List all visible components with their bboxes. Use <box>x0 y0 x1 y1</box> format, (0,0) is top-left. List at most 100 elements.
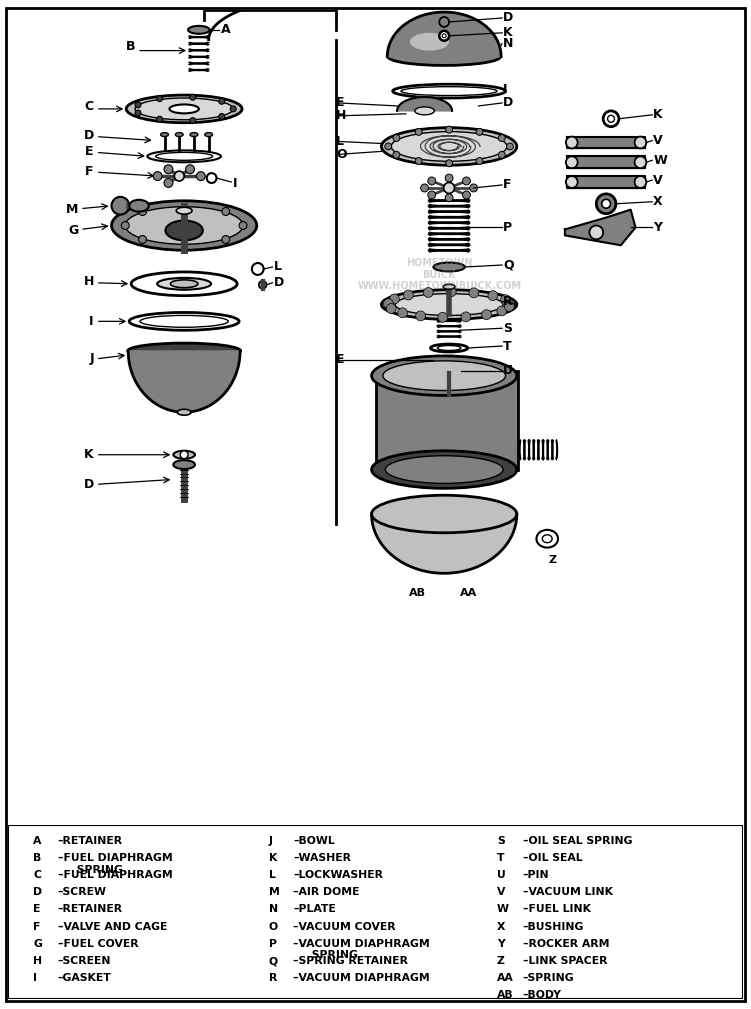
Ellipse shape <box>135 98 234 120</box>
Text: K: K <box>84 448 94 461</box>
Ellipse shape <box>131 272 237 296</box>
Text: D: D <box>273 276 284 290</box>
Text: A: A <box>33 835 41 846</box>
Text: –BUSHING: –BUSHING <box>523 921 584 931</box>
Text: L: L <box>273 259 282 272</box>
Text: –ROCKER ARM: –ROCKER ARM <box>523 938 609 948</box>
Ellipse shape <box>415 107 434 115</box>
Polygon shape <box>567 177 645 188</box>
Ellipse shape <box>165 221 203 240</box>
Text: –BOWL: –BOWL <box>293 835 335 846</box>
Text: F: F <box>33 921 41 931</box>
Ellipse shape <box>635 177 647 188</box>
Ellipse shape <box>112 197 129 215</box>
Ellipse shape <box>635 136 647 148</box>
Text: V: V <box>653 174 663 187</box>
Text: –FUEL COVER: –FUEL COVER <box>58 938 138 948</box>
Ellipse shape <box>437 368 461 373</box>
Text: E: E <box>33 904 41 914</box>
Polygon shape <box>567 156 645 169</box>
Text: F: F <box>503 179 511 192</box>
Ellipse shape <box>393 151 400 158</box>
Ellipse shape <box>190 118 195 123</box>
Ellipse shape <box>445 175 453 182</box>
Ellipse shape <box>445 159 453 166</box>
Text: P: P <box>503 221 512 234</box>
Polygon shape <box>388 12 501 57</box>
Ellipse shape <box>207 174 216 183</box>
Ellipse shape <box>469 288 478 298</box>
Text: AA: AA <box>460 588 478 598</box>
Ellipse shape <box>444 183 454 194</box>
Bar <box>376 370 517 469</box>
Text: –FUEL DIAPHRAGM
     SPRING: –FUEL DIAPHRAGM SPRING <box>58 853 172 875</box>
Ellipse shape <box>190 94 195 100</box>
Text: H: H <box>83 275 94 289</box>
Ellipse shape <box>372 356 517 396</box>
Ellipse shape <box>505 300 515 310</box>
Text: W: W <box>497 904 509 914</box>
Text: X: X <box>497 921 505 931</box>
Text: L: L <box>269 870 276 880</box>
Text: E: E <box>336 353 345 366</box>
Ellipse shape <box>566 156 578 169</box>
Ellipse shape <box>231 106 236 112</box>
Ellipse shape <box>499 134 505 141</box>
Ellipse shape <box>499 151 505 158</box>
Text: T: T <box>497 853 505 863</box>
Text: –VACUUM DIAPHRAGM: –VACUUM DIAPHRAGM <box>293 974 430 983</box>
Ellipse shape <box>140 316 228 327</box>
Ellipse shape <box>439 31 449 40</box>
Ellipse shape <box>476 157 483 164</box>
Text: K: K <box>653 108 663 121</box>
Text: O: O <box>269 921 278 931</box>
Text: H: H <box>33 957 42 966</box>
Ellipse shape <box>497 306 507 316</box>
Text: O: O <box>336 148 347 160</box>
Ellipse shape <box>421 184 429 192</box>
Text: T: T <box>503 340 511 352</box>
Ellipse shape <box>388 47 501 66</box>
Text: J: J <box>269 835 273 846</box>
Ellipse shape <box>153 172 162 181</box>
Ellipse shape <box>382 290 517 320</box>
Ellipse shape <box>147 150 221 162</box>
Text: D: D <box>83 478 94 490</box>
Ellipse shape <box>170 279 198 288</box>
Text: I: I <box>33 974 38 983</box>
Ellipse shape <box>401 87 497 96</box>
Text: Z: Z <box>497 957 505 966</box>
Ellipse shape <box>463 177 470 185</box>
Ellipse shape <box>602 200 611 208</box>
Ellipse shape <box>433 262 465 271</box>
Text: K: K <box>269 853 277 863</box>
Ellipse shape <box>372 451 517 488</box>
Ellipse shape <box>385 456 503 483</box>
Ellipse shape <box>164 179 173 188</box>
Text: H: H <box>336 109 347 122</box>
Ellipse shape <box>164 164 173 174</box>
Ellipse shape <box>461 312 471 322</box>
Text: –VACUUM COVER: –VACUUM COVER <box>293 921 396 931</box>
Ellipse shape <box>603 111 619 127</box>
Text: I: I <box>234 178 238 191</box>
Text: –SPRING RETAINER: –SPRING RETAINER <box>293 957 408 966</box>
Text: L: L <box>336 135 344 148</box>
Ellipse shape <box>190 132 198 136</box>
Ellipse shape <box>424 288 433 298</box>
Ellipse shape <box>397 308 407 318</box>
Text: B: B <box>125 40 135 53</box>
Ellipse shape <box>135 110 141 116</box>
Text: Y: Y <box>653 221 662 234</box>
Ellipse shape <box>439 17 449 27</box>
Ellipse shape <box>384 299 394 309</box>
Ellipse shape <box>410 33 449 50</box>
Ellipse shape <box>488 291 498 301</box>
Ellipse shape <box>382 128 517 165</box>
Text: E: E <box>86 145 94 157</box>
Text: AB: AB <box>409 588 427 598</box>
Text: –PLATE: –PLATE <box>293 904 336 914</box>
Text: D: D <box>503 11 514 24</box>
Text: R: R <box>269 974 277 983</box>
Ellipse shape <box>173 460 195 469</box>
